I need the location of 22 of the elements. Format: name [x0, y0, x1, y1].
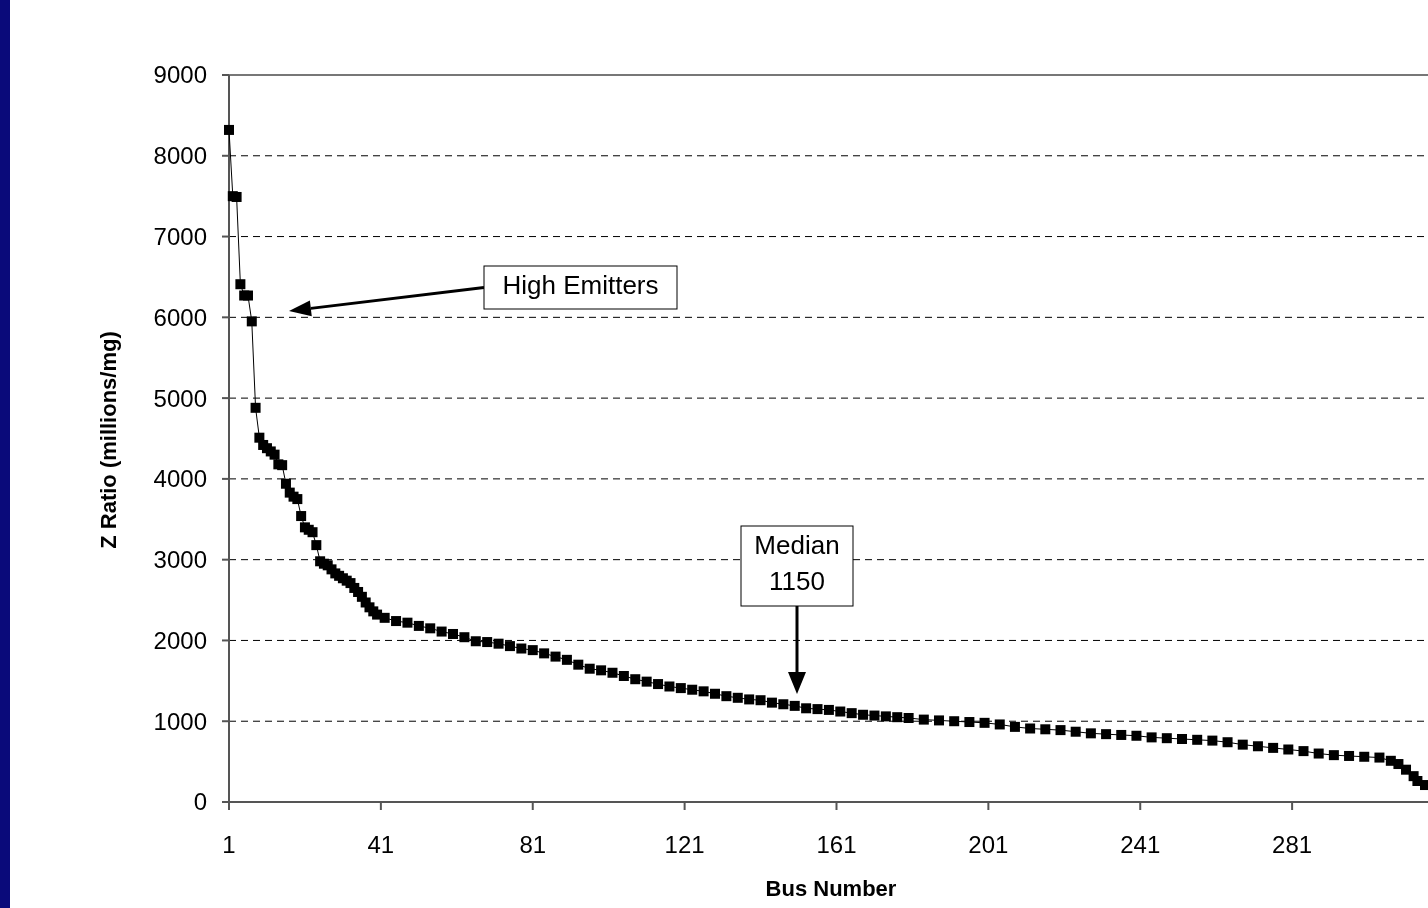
x-tick-label: 41 [367, 831, 395, 858]
y-tick-label: 3000 [153, 546, 207, 574]
annotation: Median 1150 [754, 530, 840, 596]
y-tick-label: 8000 [153, 142, 207, 170]
y-tick-label: 5000 [153, 384, 207, 412]
y-tick-label: 0 [193, 788, 207, 816]
annotation: High Emitters [502, 270, 659, 300]
x-tick-label: 161 [816, 831, 857, 858]
y-tick-label: 6000 [153, 303, 207, 331]
x-tick-label: 241 [1120, 831, 1161, 858]
x-tick-label: 201 [968, 831, 1009, 858]
y-tick-label: 2000 [153, 626, 207, 654]
x-tick-label: 1 [222, 831, 236, 858]
y-axis-title: Z Ratio (millions/mg) [96, 331, 121, 549]
x-tick-label: 121 [664, 831, 705, 858]
x-tick-label: 281 [1272, 831, 1313, 858]
x-tick-label: 81 [519, 831, 547, 858]
y-tick-label: 9000 [153, 61, 207, 89]
y-tick-label: 1000 [153, 707, 207, 735]
y-tick-label: 4000 [153, 465, 207, 493]
y-tick-label: 7000 [153, 222, 207, 250]
x-axis-title: Bus Number [765, 876, 897, 901]
